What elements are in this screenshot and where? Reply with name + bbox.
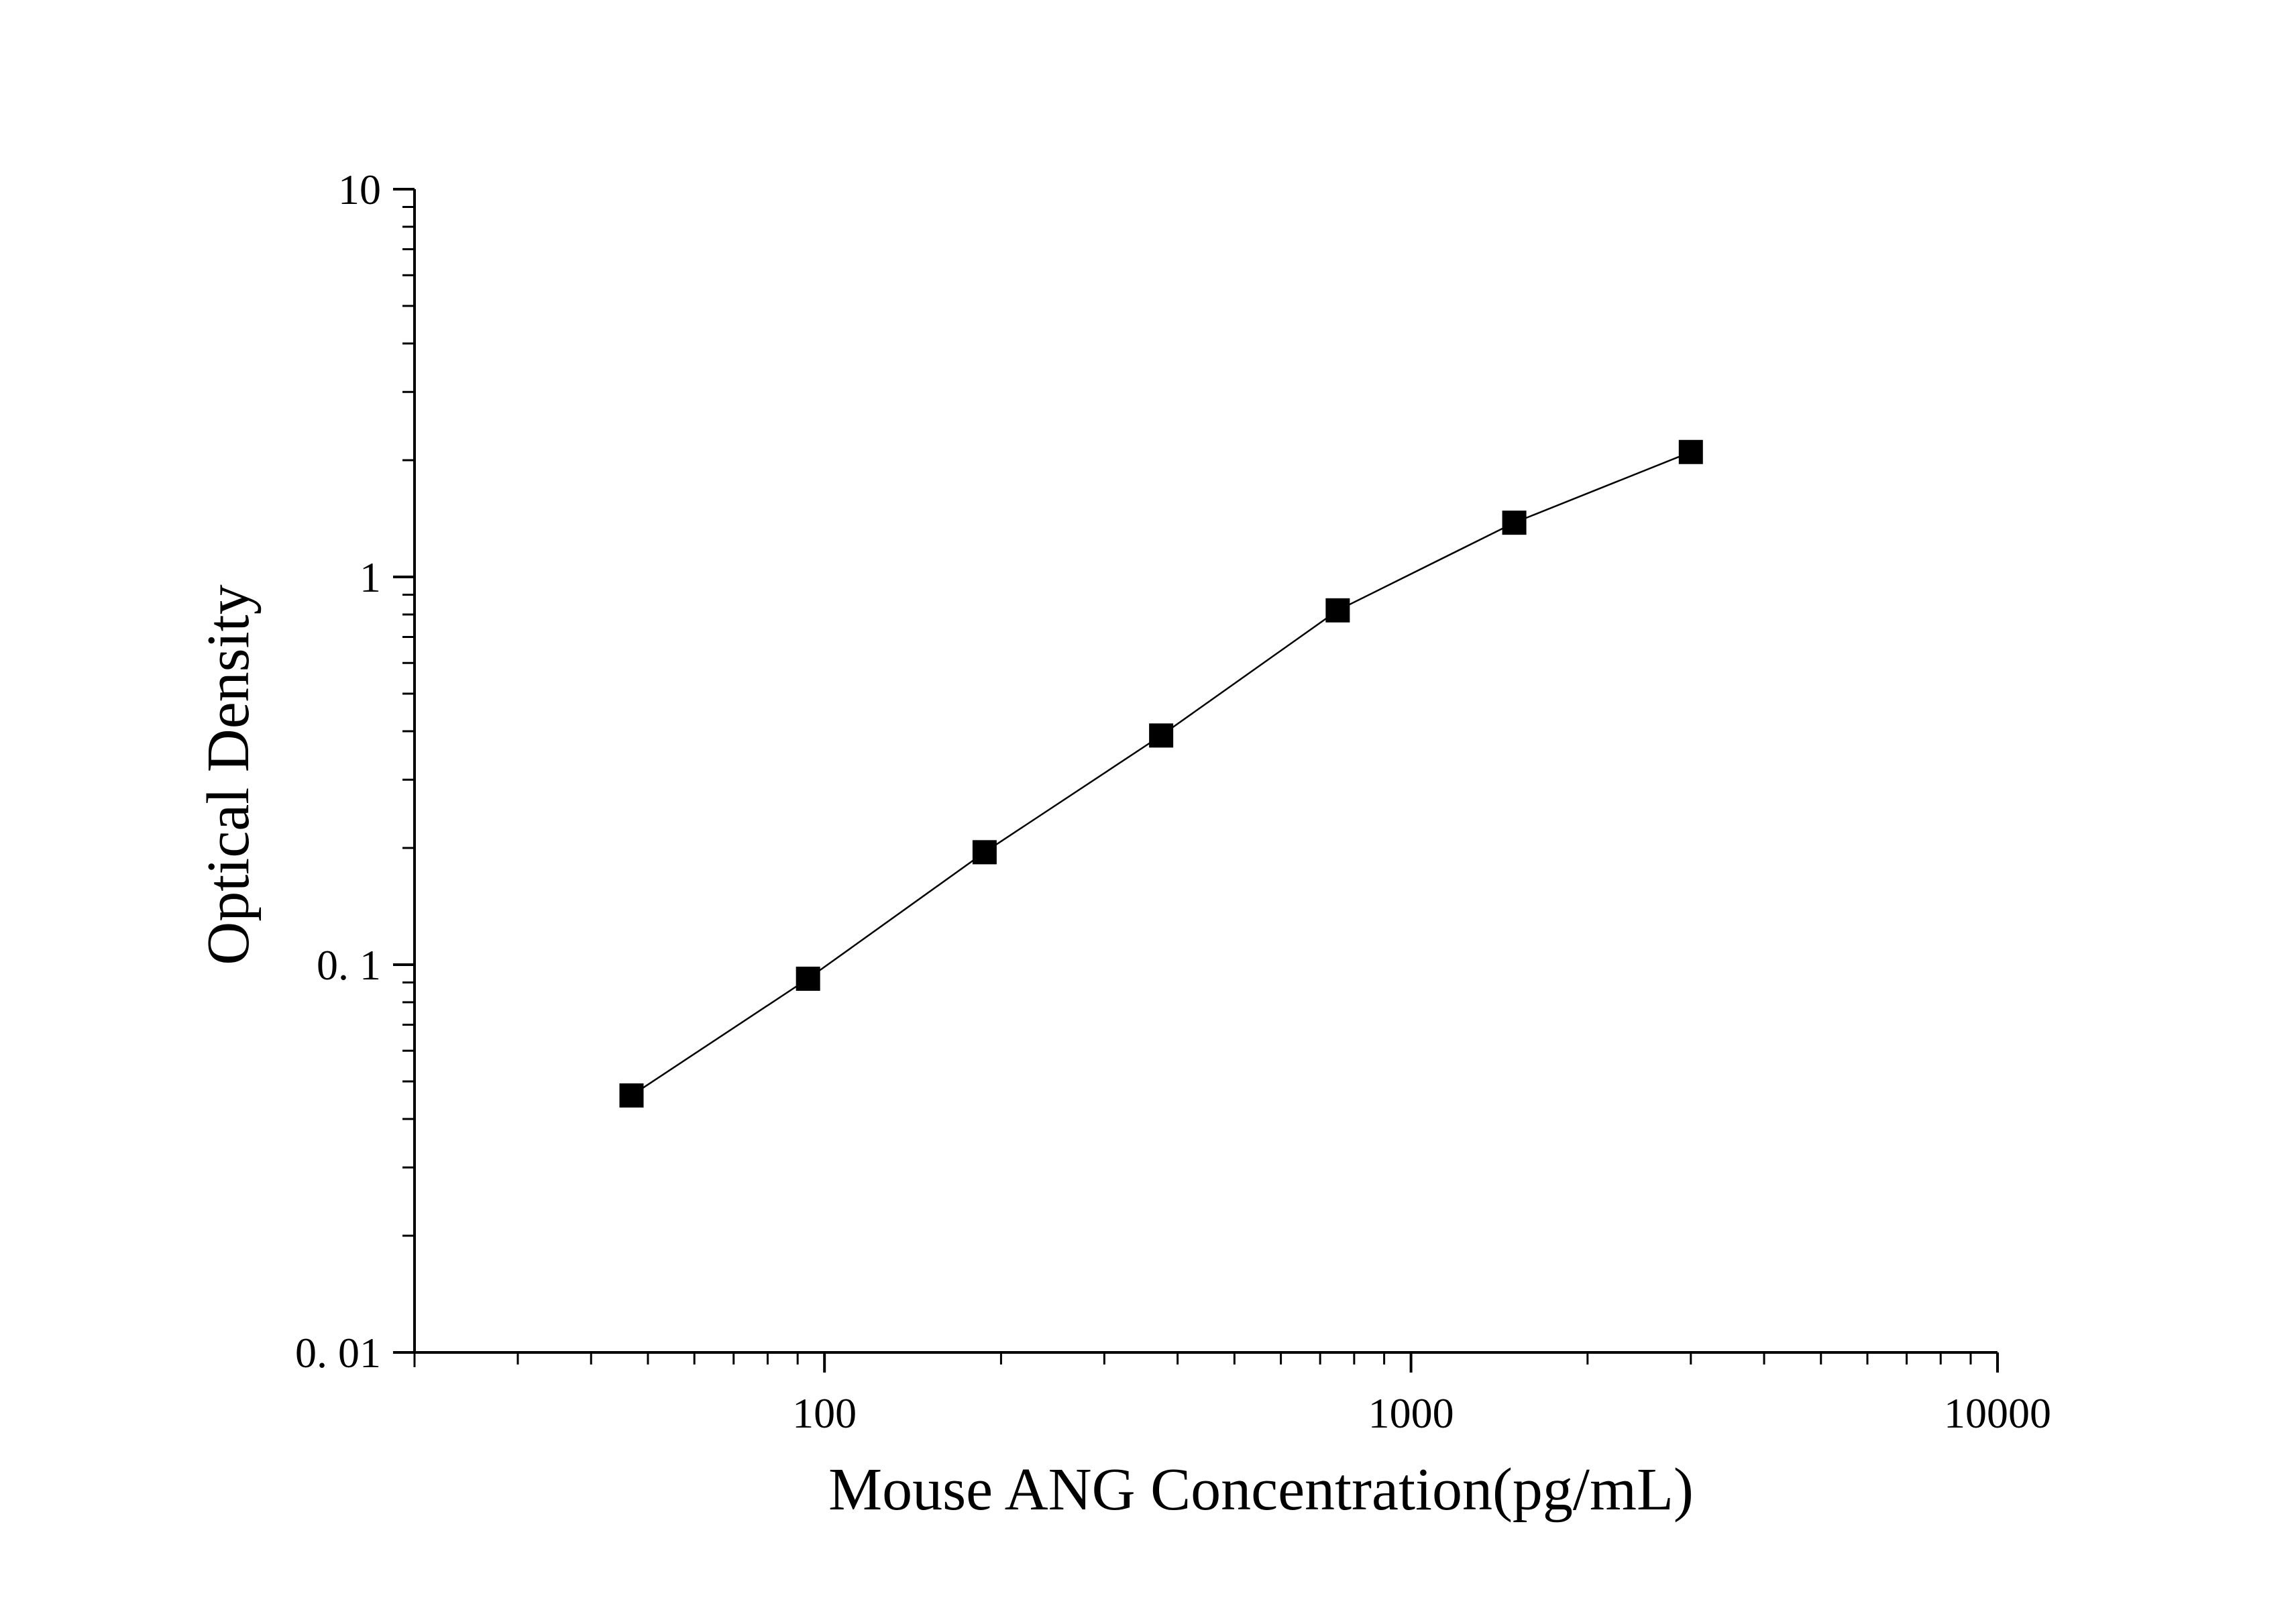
data-point [972, 840, 997, 865]
axes [413, 189, 1998, 1354]
data-point [1502, 511, 1527, 535]
data-point [1678, 439, 1703, 464]
data-series [619, 439, 1703, 1108]
x-axis-title: Mouse ANG Concentration(pg/mL) [828, 1456, 1694, 1523]
data-point [796, 966, 820, 991]
data-point [619, 1083, 644, 1108]
y-tick-label: 10 [338, 166, 381, 213]
y-tick-label: 0. 1 [317, 941, 381, 989]
tick-labels: 100 1000 10000 10 1 0. 1 0. 01 [295, 166, 2051, 1437]
data-point [1325, 598, 1350, 623]
series-line [631, 451, 1692, 1096]
y-axis-title: Optical Density [195, 584, 262, 965]
x-tick-label: 10000 [1944, 1389, 2051, 1437]
y-tick-label: 1 [360, 553, 381, 601]
x-tick-label: 1000 [1368, 1389, 1454, 1437]
data-point [1149, 723, 1174, 748]
tick-marks [393, 188, 1999, 1373]
x-tick-label: 100 [792, 1389, 857, 1437]
y-tick-label: 0. 01 [295, 1329, 381, 1377]
